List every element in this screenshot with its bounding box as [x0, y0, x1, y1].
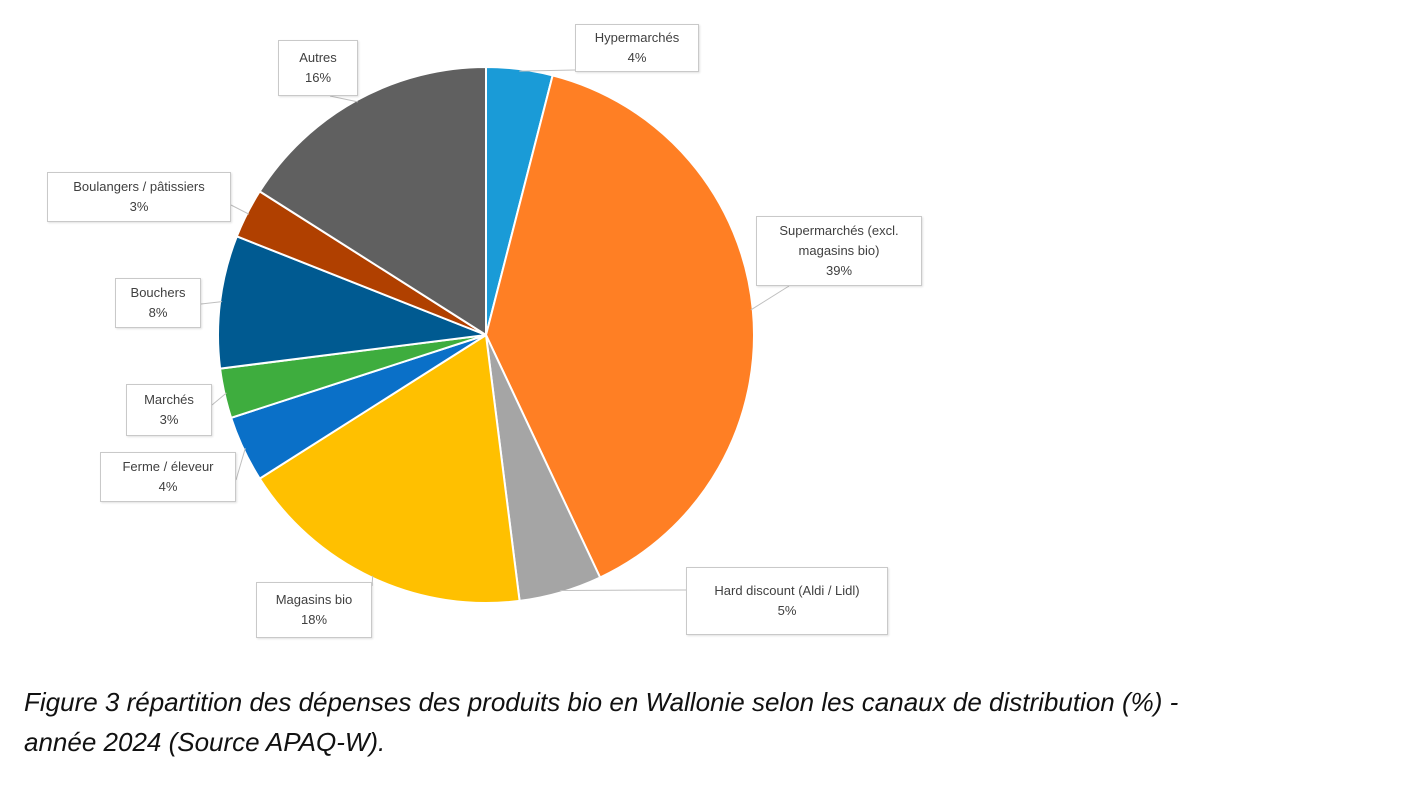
- data-label-5: Ferme / éleveur 4%: [100, 452, 236, 502]
- leader-line-1: [519, 69, 576, 72]
- leader-line-8: [230, 204, 250, 215]
- data-label-value: 3%: [129, 199, 149, 214]
- data-label-value: 5%: [777, 603, 797, 618]
- data-label-value: 18%: [300, 612, 328, 627]
- data-label-name: Boulangers / pâtissiers: [73, 179, 205, 194]
- pie-chart: Hypermarchés 4% Supermarchés (excl. magasin…: [47, 24, 922, 638]
- leader-line-9: [329, 95, 358, 103]
- data-label-name: magasins bio): [798, 243, 880, 258]
- leader-line-6: [211, 392, 227, 406]
- leader-lines: [200, 69, 790, 591]
- data-label-name: Hypermarchés: [594, 30, 680, 45]
- data-label-name: Ferme / éleveur: [122, 459, 214, 474]
- data-label-value: 3%: [159, 412, 179, 427]
- data-label-value: 8%: [148, 305, 168, 320]
- pie-slices: [217, 65, 755, 604]
- figure-caption: Figure 3 répartition des dépenses des pr…: [24, 682, 1394, 762]
- leader-line-2: [750, 285, 790, 311]
- data-label-4: Magasins bio 18%: [256, 582, 372, 638]
- pie-slice-4: [258, 333, 521, 604]
- data-label-8: Boulangers / pâtissiers 3%: [47, 172, 231, 222]
- data-label-name: Marchés: [144, 392, 194, 407]
- leader-line-4: [371, 575, 374, 587]
- data-label-name: Supermarchés (excl.: [779, 223, 899, 238]
- data-label-1: Hypermarchés 4%: [575, 24, 699, 72]
- data-label-3: Hard discount (Aldi / Lidl) 5%: [686, 567, 888, 635]
- caption-line-1: Figure 3 répartition des dépenses des pr…: [24, 687, 1179, 717]
- data-label-name: Magasins bio: [275, 592, 353, 607]
- pie-slice-2: [484, 74, 755, 579]
- data-label-value: 16%: [304, 70, 332, 85]
- data-label-9: Autres 16%: [278, 40, 358, 96]
- leader-line-5: [235, 448, 246, 481]
- data-label-name: Bouchers: [130, 285, 186, 300]
- pie-chart-svg: [200, 65, 790, 604]
- data-label-6: Marchés 3%: [126, 384, 212, 436]
- caption-line-2: année 2024 (Source APAQ-W).: [24, 727, 386, 757]
- data-label-2: Supermarchés (excl. magasins bio) 39%: [756, 216, 922, 286]
- leader-line-7: [200, 301, 223, 305]
- data-label-value: 4%: [627, 50, 647, 65]
- data-label-name: Hard discount (Aldi / Lidl): [714, 583, 860, 598]
- data-label-value: 39%: [825, 263, 853, 278]
- pie-slice-9: [258, 65, 487, 337]
- data-label-value: 4%: [158, 479, 178, 494]
- data-label-name: Autres: [299, 50, 337, 65]
- data-label-7: Bouchers 8%: [115, 278, 201, 328]
